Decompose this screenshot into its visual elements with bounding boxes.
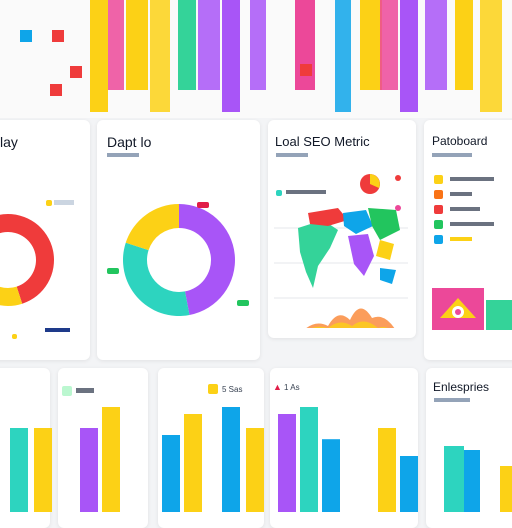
color-strip-column <box>90 0 108 112</box>
donut-card: Dapt lo <box>97 120 260 360</box>
donut-right-tag <box>237 300 249 306</box>
color-strip-column <box>455 0 473 90</box>
map-region-southeast <box>376 240 394 260</box>
pie-slice <box>0 286 23 306</box>
bottom-d-icon: ▲ <box>273 382 282 392</box>
color-strip-column <box>360 0 382 90</box>
seo-legend-swatch <box>276 190 282 196</box>
left-footer-text <box>45 328 70 332</box>
bottom-e-title: Enlespries <box>433 380 490 394</box>
dashboard-legend-bar <box>450 237 472 241</box>
color-strip-column <box>150 0 170 112</box>
pie-slice <box>122 242 190 316</box>
dashboard-card: Patoboard <box>424 120 512 360</box>
color-strip-column <box>480 0 502 112</box>
color-strip-column <box>295 0 315 90</box>
dashboard-legend-text <box>450 192 472 196</box>
color-strip-column <box>425 0 447 90</box>
left-footer-dot <box>12 334 17 339</box>
seo-card: Loal SEO Metric <box>268 120 416 338</box>
color-strip-column <box>108 0 124 90</box>
left-card-title: lay <box>0 134 18 150</box>
dashboard-legend-text <box>450 207 480 211</box>
map-region-europe <box>343 210 373 234</box>
dashboard-legend-text <box>450 222 494 226</box>
color-strip <box>0 0 512 118</box>
bottom-panel-d: ▲ 1 As <box>270 368 418 528</box>
pie-slice <box>179 204 236 316</box>
color-strip-column <box>380 0 398 90</box>
bottom-panel-e: Enlespries <box>426 368 512 528</box>
color-strip-column <box>335 0 351 112</box>
bottom-b-swatch <box>62 386 72 396</box>
dashboard-legend-red <box>434 205 443 214</box>
donut-left-tag <box>107 268 119 274</box>
left-legend-text <box>54 200 74 205</box>
map-region-asia <box>368 208 400 240</box>
left-pie-chart <box>0 214 54 306</box>
map-region-americas <box>298 220 338 288</box>
dashboard-legend-blue <box>434 235 443 244</box>
bottom-panel-c: 5 Sas <box>158 368 264 528</box>
color-strip-column <box>198 0 220 90</box>
dashboard-card-subtitle <box>432 153 472 157</box>
color-strip-column <box>222 0 240 112</box>
map-region-africa <box>348 234 374 276</box>
pie-slice <box>0 214 54 304</box>
color-strip-pixel <box>52 30 64 42</box>
color-strip-pixel <box>50 84 62 96</box>
dashboard-panel-mint <box>486 300 512 330</box>
color-strip-column <box>250 0 266 90</box>
left-legend-swatch <box>46 200 52 206</box>
seo-map-chart <box>274 174 408 328</box>
dashboard-legend-green <box>434 220 443 229</box>
dashboard-card-title: Patoboard <box>432 134 488 148</box>
bottom-e-subtitle <box>434 398 470 402</box>
donut-card-subtitle <box>107 153 139 157</box>
seo-card-subtitle <box>276 153 308 157</box>
bottom-c-swatch <box>208 384 218 394</box>
map-region-oceania <box>380 268 396 284</box>
map-region-north <box>308 208 348 226</box>
dashboard-legend-orange <box>434 190 443 199</box>
donut-top-tag <box>197 202 209 208</box>
color-strip-column <box>400 0 418 112</box>
bottom-c-label: 5 Sas <box>222 385 243 394</box>
left-card: lay <box>0 120 90 360</box>
donut-card-title: Dapt lo <box>107 134 152 150</box>
color-strip-column <box>126 0 148 90</box>
bottom-d-label: 1 As <box>284 383 300 392</box>
color-strip-pixel <box>300 64 312 76</box>
bottom-b-label <box>76 388 94 393</box>
color-strip-pixel <box>70 66 82 78</box>
bottom-panel-b <box>58 368 148 528</box>
dashboard-legend-text <box>450 177 494 181</box>
seo-legend-text <box>286 190 326 194</box>
pie-slice <box>125 204 179 251</box>
dashboard-panel-icon <box>440 298 476 318</box>
seo-card-title: Loal SEO Metric <box>275 134 370 149</box>
color-strip-column <box>178 0 196 90</box>
bottom-panel-a <box>0 368 50 528</box>
color-strip-pixel <box>20 30 32 42</box>
dashboard-legend-yellow <box>434 175 443 184</box>
donut-chart <box>122 204 236 316</box>
seo-area-chart <box>306 308 395 328</box>
